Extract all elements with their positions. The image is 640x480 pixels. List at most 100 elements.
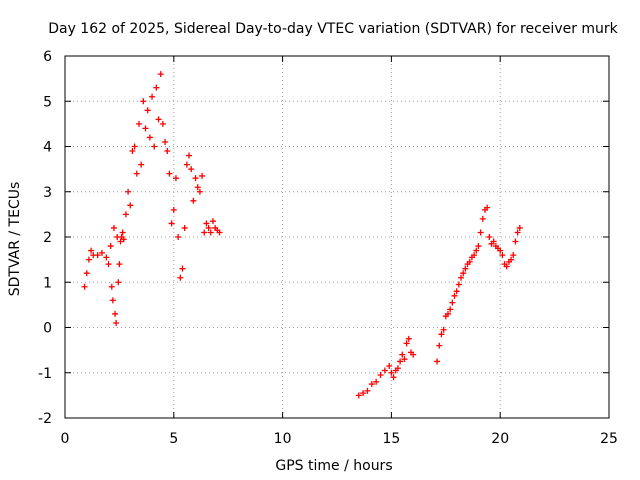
y-tick-label: 1 — [43, 275, 52, 291]
data-point — [172, 175, 179, 182]
data-point — [194, 184, 201, 191]
data-point — [138, 161, 145, 168]
series-segment-1 — [81, 71, 223, 326]
data-point — [133, 170, 140, 177]
data-point — [168, 220, 175, 227]
data-point — [497, 247, 504, 254]
data-point — [196, 188, 203, 195]
data-point — [386, 362, 393, 369]
series-segment-2 — [355, 335, 417, 399]
data-point — [479, 215, 486, 222]
data-point — [110, 224, 117, 231]
data-point — [499, 252, 506, 259]
data-point — [503, 263, 510, 270]
data-point — [364, 387, 371, 394]
x-tick-label: 15 — [382, 431, 400, 447]
data-point — [397, 358, 404, 365]
data-point — [377, 372, 384, 379]
data-point — [434, 358, 441, 365]
data-point — [175, 234, 182, 240]
data-point — [88, 247, 95, 254]
data-points — [81, 71, 523, 399]
data-point — [181, 224, 188, 231]
x-tick-label: 10 — [274, 431, 292, 447]
x-axis-label: GPS time / hours — [275, 458, 392, 474]
y-tick-label: 0 — [43, 321, 52, 337]
data-point — [388, 369, 395, 376]
data-point — [466, 258, 473, 265]
data-point — [490, 238, 497, 245]
data-point — [399, 351, 406, 358]
data-point — [410, 351, 417, 358]
data-point — [453, 288, 460, 295]
data-point — [164, 148, 171, 155]
data-point — [440, 326, 447, 333]
data-point — [125, 188, 132, 195]
x-tick-label: 5 — [169, 431, 178, 447]
y-tick-label: 6 — [43, 49, 52, 65]
data-point — [113, 319, 120, 326]
grid-lines — [65, 56, 609, 418]
series-segment-3 — [434, 204, 523, 365]
data-point — [449, 299, 456, 306]
data-point — [109, 297, 116, 304]
data-point — [188, 166, 195, 173]
tick-labels: 0 5 10 15 20 25 -2 -1 0 1 2 3 4 5 6 — [38, 49, 618, 447]
data-point — [460, 270, 467, 277]
data-point — [477, 229, 484, 236]
data-point — [390, 374, 397, 381]
data-point — [85, 256, 92, 263]
y-tick-label: 3 — [43, 185, 52, 201]
data-point — [514, 229, 521, 236]
data-point — [207, 229, 214, 236]
data-point — [484, 204, 491, 211]
y-tick-label: 5 — [43, 94, 52, 110]
data-point — [179, 265, 186, 272]
data-point — [146, 134, 153, 141]
data-point — [98, 249, 105, 256]
plot-frame — [64, 55, 610, 419]
data-point — [186, 152, 193, 159]
data-point — [149, 93, 156, 100]
data-point — [162, 138, 169, 145]
data-point — [512, 238, 519, 245]
data-point — [127, 202, 134, 209]
data-point — [122, 211, 129, 218]
data-point — [401, 356, 408, 363]
data-point — [455, 281, 462, 288]
data-point — [107, 243, 114, 250]
data-point — [458, 274, 465, 281]
data-point — [394, 365, 401, 372]
chart-title: Day 162 of 2025, Sidereal Day-to-day VTE… — [48, 21, 618, 37]
data-point — [116, 261, 123, 268]
data-point — [486, 234, 493, 240]
data-point — [190, 197, 197, 204]
data-point — [203, 220, 210, 227]
data-point — [155, 116, 162, 123]
data-point — [510, 252, 517, 259]
data-point — [373, 378, 380, 385]
data-point — [177, 274, 184, 281]
y-tick-label: -1 — [38, 366, 52, 382]
data-point — [103, 254, 110, 261]
data-point — [436, 342, 443, 349]
data-point — [112, 310, 119, 317]
data-point — [183, 161, 190, 168]
data-point — [471, 252, 478, 259]
data-point — [142, 125, 149, 132]
y-tick-label: -2 — [38, 411, 52, 427]
data-point — [192, 175, 199, 182]
data-point — [159, 120, 166, 127]
y-axis-label: SDTVAR / TECUs — [7, 182, 23, 297]
x-tick-label: 25 — [600, 431, 618, 447]
data-point — [108, 283, 115, 290]
data-point — [135, 120, 142, 127]
data-point — [475, 243, 482, 250]
data-point — [368, 381, 375, 388]
data-point — [360, 390, 367, 397]
data-point — [209, 218, 216, 225]
data-point — [94, 252, 101, 259]
data-point — [115, 279, 122, 286]
data-point — [131, 143, 138, 150]
